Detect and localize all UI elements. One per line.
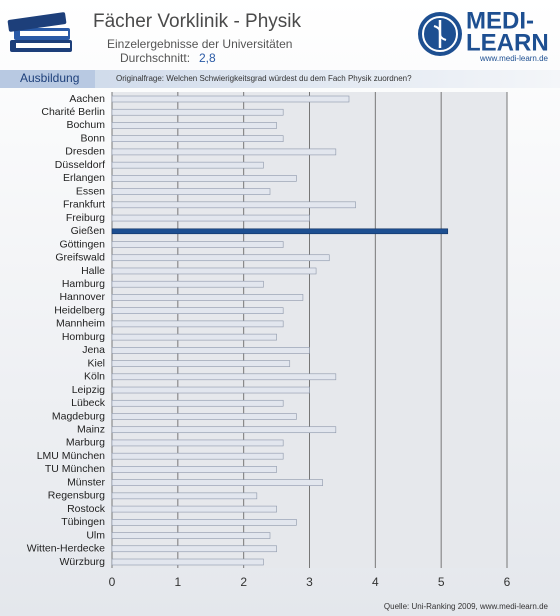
books-icon <box>7 12 72 52</box>
bar <box>111 320 284 328</box>
bar <box>111 466 277 473</box>
y-tick-label: Dresden <box>65 146 105 158</box>
section-tab <box>0 70 95 88</box>
question: Originalfrage: Welchen Schwierigkeitsgra… <box>116 74 412 83</box>
y-tick-label: Witten-Herdecke <box>27 543 105 555</box>
x-tick-label: 4 <box>372 575 379 589</box>
bar <box>111 386 310 394</box>
bar <box>111 558 264 566</box>
source: Quelle: Uni-Ranking 2009, www.medi-learn… <box>384 602 549 611</box>
logo <box>418 12 462 56</box>
y-tick-label: Greifswald <box>55 252 105 264</box>
bar <box>111 188 271 195</box>
bar <box>111 413 297 420</box>
y-tick-label: Homburg <box>62 331 105 343</box>
y-tick-label: Düsseldorf <box>55 159 105 171</box>
y-tick-label: Frankfurt <box>63 199 105 211</box>
average-label: Durchschnitt: <box>120 51 190 65</box>
bar <box>111 439 284 447</box>
y-tick-label: Tübingen <box>61 516 105 528</box>
y-tick-label: Hannover <box>59 291 105 303</box>
subtitle: Einzelergebnisse der Universitäten <box>107 37 292 51</box>
bar <box>111 95 350 103</box>
y-tick-label: Lübeck <box>71 397 106 409</box>
bar <box>111 360 291 367</box>
y-tick-label: Mannheim <box>56 318 105 330</box>
bar <box>111 122 277 129</box>
y-tick-label: LMU München <box>37 450 105 462</box>
bar <box>111 161 264 169</box>
y-tick-label: Münster <box>67 476 105 488</box>
y-tick-label: Charité Berlin <box>41 106 105 118</box>
logo-top: MEDI- <box>466 7 534 34</box>
title: Fächer Vorklinik - Physik <box>93 11 302 32</box>
bar <box>111 452 284 460</box>
bar <box>111 148 337 156</box>
y-tick-label: Leipzig <box>72 384 105 396</box>
bar <box>111 347 310 354</box>
bar <box>111 519 297 526</box>
y-tick-label: Heidelberg <box>54 304 105 316</box>
bar <box>111 307 284 314</box>
y-tick-label: Hamburg <box>62 278 105 290</box>
bar <box>111 254 330 262</box>
x-tick-label: 5 <box>438 575 445 589</box>
y-tick-label: Essen <box>76 185 105 197</box>
x-tick-label: 2 <box>240 575 247 589</box>
y-tick-label: Mainz <box>77 423 105 435</box>
average-value: 2,8 <box>199 51 216 65</box>
bar <box>111 228 449 235</box>
y-tick-label: Rostock <box>67 503 106 515</box>
bar <box>111 373 337 381</box>
bar <box>111 280 264 288</box>
y-tick-label: Regensburg <box>48 490 105 502</box>
y-tick-label: TU München <box>45 463 105 475</box>
logo-bottom: LEARN <box>466 29 549 56</box>
y-tick-label: Aachen <box>69 93 105 105</box>
bar <box>111 545 277 553</box>
bar <box>111 505 277 513</box>
section-label: Ausbildung <box>20 71 79 85</box>
x-tick-label: 3 <box>306 575 313 589</box>
bar <box>111 492 258 500</box>
y-tick-label: Magdeburg <box>52 410 105 422</box>
y-tick-label: Kiel <box>87 357 105 369</box>
y-tick-label: Würzburg <box>59 556 105 568</box>
y-tick-label: Köln <box>84 371 105 383</box>
bar <box>111 201 356 209</box>
y-tick-label: Erlangen <box>63 172 105 184</box>
y-tick-label: Gießen <box>71 225 106 237</box>
y-tick-label: Bochum <box>66 119 105 131</box>
section-band <box>0 70 560 88</box>
y-tick-label: Bonn <box>80 132 105 144</box>
bar <box>111 214 310 222</box>
bar <box>111 267 317 275</box>
bar <box>111 241 284 248</box>
logo-url: www.medi-learn.de <box>479 54 549 63</box>
x-tick-label: 0 <box>109 575 116 589</box>
bar <box>111 108 284 116</box>
bar <box>111 333 277 341</box>
bar <box>111 399 284 407</box>
bar <box>111 426 337 434</box>
y-tick-label: Ulm <box>86 529 105 541</box>
bar <box>111 175 297 182</box>
bar <box>111 479 323 486</box>
x-tick-label: 1 <box>174 575 181 589</box>
y-tick-label: Freiburg <box>66 212 105 224</box>
y-tick-label: Jena <box>82 344 105 356</box>
y-tick-label: Marburg <box>66 437 105 449</box>
x-tick-label: 6 <box>504 575 511 589</box>
y-tick-label: Göttingen <box>59 238 105 250</box>
y-tick-label: Halle <box>81 265 105 277</box>
bar <box>111 294 304 301</box>
bar <box>111 532 271 539</box>
bar <box>111 135 284 142</box>
